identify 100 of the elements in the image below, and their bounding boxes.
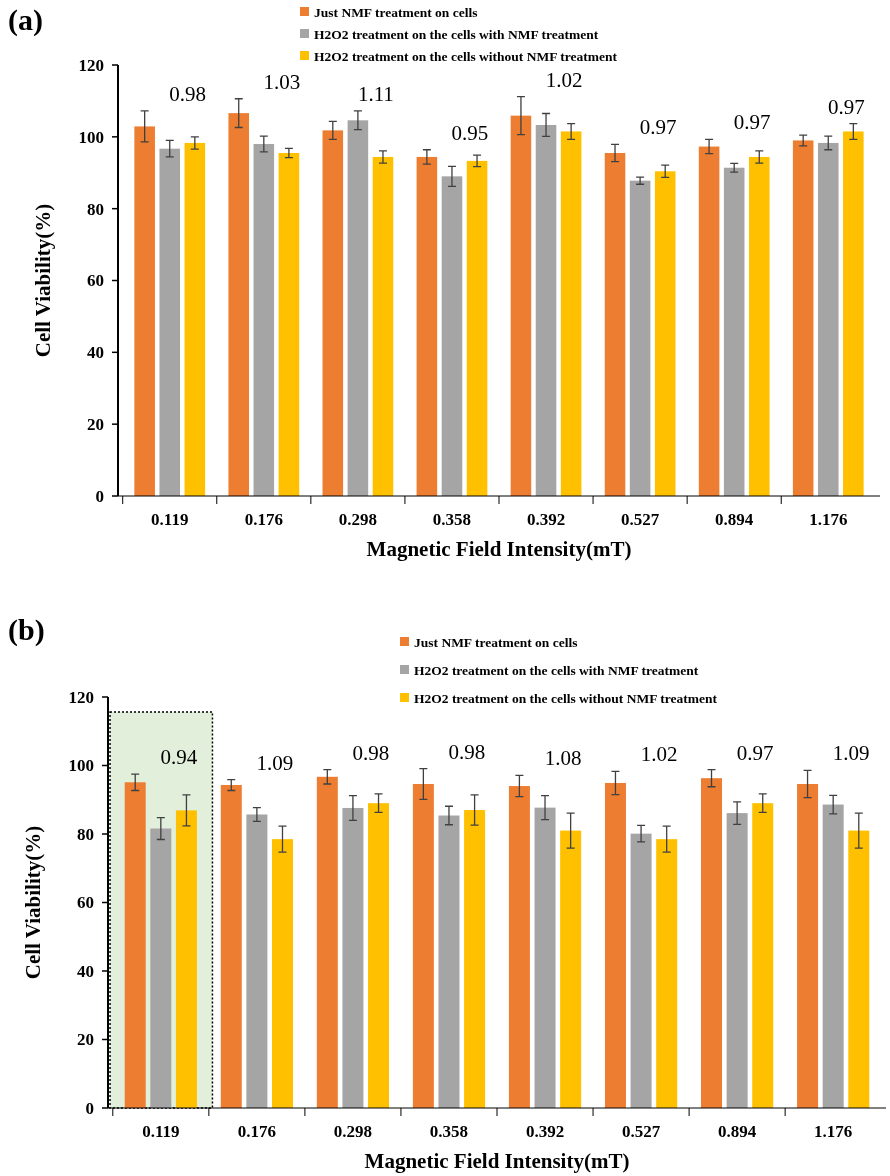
bar — [797, 784, 819, 1108]
bar — [372, 156, 394, 496]
annotation: 0.97 — [733, 110, 771, 135]
x-tick-label: 0.119 — [142, 1122, 180, 1141]
bar — [560, 830, 582, 1108]
bar — [654, 171, 676, 496]
bar — [604, 153, 626, 496]
x-tick-label: 0.894 — [715, 510, 754, 529]
annotation: 0.97 — [736, 740, 774, 765]
bar — [342, 807, 364, 1108]
bar — [466, 160, 488, 496]
annotation: 1.09 — [256, 750, 294, 775]
annotation: 1.08 — [544, 746, 582, 771]
bar — [438, 815, 460, 1108]
bar — [159, 148, 181, 496]
bar — [416, 156, 438, 496]
annotation: 1.09 — [832, 741, 870, 766]
x-tick-label: 0.894 — [718, 1122, 757, 1141]
bar — [368, 803, 390, 1108]
legend-label: H2O2 treatment on the cells with NMF treatment — [414, 662, 699, 678]
y-tick-label: 120 — [68, 687, 94, 707]
bar — [347, 120, 369, 496]
bar — [723, 167, 745, 496]
x-tick-label: 0.176 — [244, 510, 283, 529]
bar — [316, 776, 338, 1108]
bar — [271, 839, 293, 1108]
bar — [848, 830, 870, 1108]
annotation: 0.98 — [352, 740, 390, 765]
x-tick-label: 0.176 — [237, 1122, 276, 1141]
annotation: 1.02 — [545, 67, 583, 92]
y-axis-title: Cell Viability(%) — [31, 203, 55, 358]
bar — [843, 131, 864, 496]
y-tick-label: 100 — [78, 127, 104, 147]
bar — [184, 142, 206, 496]
annotation: 0.95 — [451, 120, 489, 145]
y-tick-label: 80 — [87, 199, 104, 219]
annotation: 0.98 — [448, 739, 486, 764]
bar — [630, 833, 652, 1108]
bar — [726, 813, 748, 1108]
legend-label: H2O2 treatment on the cells with NMF treatment — [314, 26, 599, 42]
chart-title: (a) — [8, 3, 43, 37]
bar — [508, 786, 530, 1108]
x-tick-label: 0.119 — [151, 510, 189, 529]
annotation: 1.02 — [640, 742, 678, 767]
x-tick-label: 0.298 — [338, 510, 378, 529]
bar — [441, 176, 463, 496]
y-tick-label: 20 — [77, 1030, 94, 1050]
bar — [134, 126, 155, 496]
x-tick-label: 0.298 — [333, 1122, 373, 1141]
y-tick-label: 40 — [87, 343, 104, 363]
y-tick-label: 0 — [95, 486, 104, 506]
bar — [698, 146, 720, 496]
bar — [228, 113, 250, 496]
x-axis-title: Magnetic Field Intensity(mT) — [366, 537, 632, 561]
x-tick-label: 0.527 — [621, 1122, 661, 1141]
bar — [748, 156, 770, 496]
annotation: 0.97 — [639, 115, 677, 140]
y-tick-label: 80 — [77, 824, 94, 844]
y-tick-label: 120 — [78, 55, 104, 75]
y-axis-title: Cell Viability(%) — [21, 825, 45, 980]
bar — [822, 804, 844, 1108]
bar — [278, 153, 300, 496]
legend-label: Just NMF treatment on cells — [314, 4, 478, 20]
x-axis-title: Magnetic Field Intensity(mT) — [364, 1149, 630, 1173]
bar — [792, 140, 814, 496]
bar — [701, 778, 723, 1108]
legend-label: Just NMF treatment on cells — [414, 634, 578, 650]
y-tick-label: 100 — [68, 756, 94, 776]
bar — [534, 807, 556, 1108]
y-tick-label: 60 — [77, 893, 94, 913]
x-tick-label: 0.358 — [432, 510, 472, 529]
bar — [752, 803, 774, 1108]
annotation: 1.11 — [357, 81, 394, 106]
legend-label: H2O2 treatment on the cells without NMF treatment — [314, 48, 618, 64]
bar — [535, 124, 557, 496]
y-tick-label: 0 — [85, 1098, 94, 1118]
y-tick-label: 20 — [87, 415, 104, 435]
chart-title: (b) — [8, 613, 45, 647]
bar — [253, 144, 275, 496]
bar — [124, 782, 146, 1108]
bar — [175, 810, 197, 1108]
annotation: 0.97 — [827, 94, 865, 119]
y-tick-label: 40 — [77, 961, 94, 981]
bar — [817, 142, 839, 496]
annotation: 0.94 — [160, 745, 198, 770]
x-tick-label: 0.358 — [429, 1122, 469, 1141]
legend-label: H2O2 treatment on the cells without NMF treatment — [414, 690, 718, 706]
x-tick-label: 0.392 — [525, 1122, 565, 1141]
bar — [150, 828, 172, 1108]
annotation: 0.98 — [169, 81, 207, 106]
x-tick-label: 0.392 — [526, 510, 566, 529]
bar — [464, 810, 486, 1108]
x-tick-label: 0.527 — [620, 510, 660, 529]
bar — [322, 130, 344, 496]
x-tick-label: 1.176 — [814, 1122, 853, 1141]
bar — [656, 839, 678, 1108]
bar — [560, 131, 582, 496]
bar — [604, 782, 626, 1108]
annotation: 1.03 — [263, 69, 301, 94]
y-tick-label: 60 — [87, 271, 104, 291]
